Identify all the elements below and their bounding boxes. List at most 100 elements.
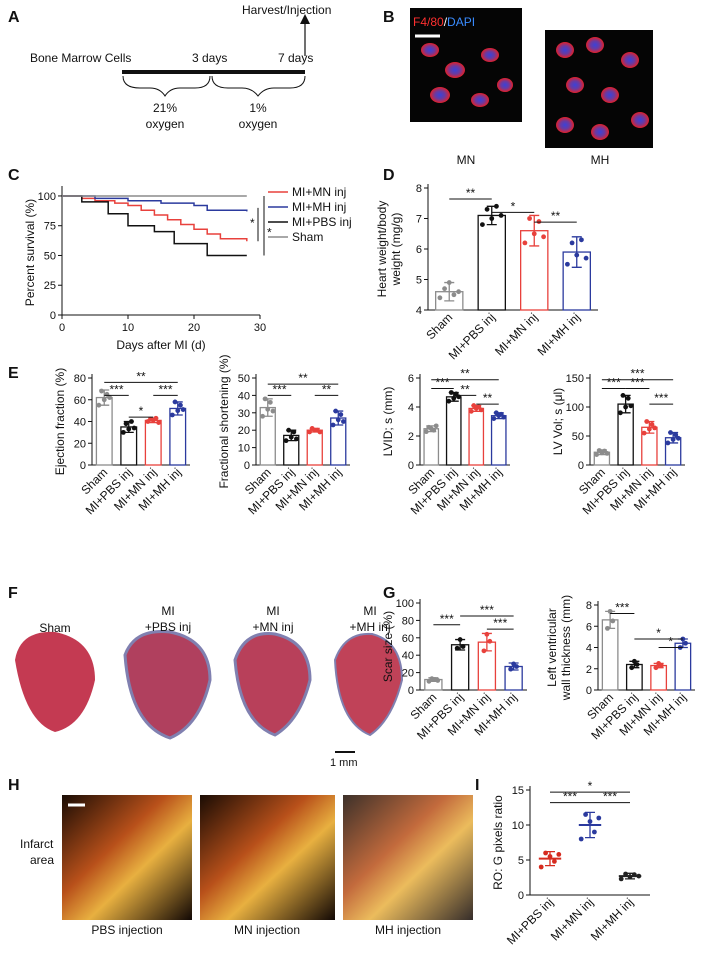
significance-label: * [588, 779, 593, 793]
x-tick-label: 10 [122, 322, 134, 334]
significance-label: *** [654, 391, 668, 405]
data-point [265, 406, 271, 412]
bar [423, 428, 440, 466]
data-point [307, 429, 312, 435]
data-point [652, 425, 657, 431]
y-axis-label: LVID; s (mm) [381, 387, 395, 457]
data-point [270, 408, 276, 414]
y-tick-label: 4 [408, 402, 414, 414]
data-point [451, 292, 457, 298]
data-point [286, 427, 292, 433]
data-point [489, 216, 495, 221]
data-point [288, 434, 294, 440]
data-point [338, 412, 344, 417]
data-point [574, 252, 580, 258]
y-tick-label: 0 [244, 460, 250, 472]
data-point [494, 203, 499, 209]
data-point [531, 231, 537, 237]
data-point [627, 874, 633, 880]
data-point [153, 415, 159, 421]
micrograph [62, 795, 192, 920]
data-point [129, 419, 134, 424]
significance-label: ** [322, 382, 332, 396]
data-point [670, 437, 676, 442]
data-point [578, 836, 584, 842]
x-axis-label: Days after MI (d) [116, 338, 205, 352]
y-tick-label: 20 [238, 425, 250, 437]
data-point [552, 859, 557, 864]
y-tick-label: 150 [566, 373, 584, 385]
data-point [267, 399, 273, 405]
data-point [498, 213, 504, 218]
y-tick-label: 10 [512, 820, 524, 832]
data-point [604, 451, 610, 456]
y-tick-label: 30 [238, 408, 250, 420]
panel-letter: H [8, 777, 20, 794]
data-point [260, 413, 265, 419]
y-tick-label: 40 [74, 417, 86, 429]
data-point [120, 429, 126, 435]
bar [674, 642, 692, 691]
data-point [649, 422, 655, 427]
micrograph [410, 8, 522, 122]
y-tick-label: 8 [586, 600, 592, 612]
legend-label: MI+MN inj [292, 185, 346, 199]
significance-label: * [668, 635, 673, 649]
data-point [491, 416, 497, 421]
significance-label: *** [630, 367, 644, 381]
bar [490, 415, 507, 466]
y-axis-label: Left ventricular [545, 608, 559, 687]
panel-letter: F [8, 585, 18, 602]
bar [650, 664, 668, 691]
significance-label: *** [272, 382, 286, 396]
bar [445, 396, 462, 466]
data-point [625, 395, 631, 401]
data-point [628, 403, 634, 409]
text: MN injection [234, 923, 300, 937]
data-point [646, 426, 652, 432]
data-point [592, 829, 597, 835]
data-point [547, 854, 553, 859]
data-point [460, 644, 466, 649]
x-tick-label: MI+MH inj [588, 895, 636, 943]
significance-label: *** [435, 375, 449, 389]
data-point [527, 216, 532, 221]
text: Bone Marrow Cells [30, 51, 131, 65]
heart-images [15, 629, 404, 740]
y-tick-label: 10 [238, 443, 250, 455]
y-axis-label: Scar size (%) [381, 611, 395, 682]
brace [122, 75, 211, 97]
stain-label: F4/80/DAPI [413, 15, 475, 29]
panel-letter: D [383, 167, 395, 184]
text: oxygen [239, 117, 278, 131]
data-point [556, 852, 562, 857]
y-tick-label: 4 [586, 643, 592, 655]
panel-letter: B [383, 9, 395, 26]
data-point [101, 397, 107, 403]
x-tick-label: MI+MH inj [535, 310, 583, 358]
x-tick-label: 0 [59, 322, 65, 334]
data-point [538, 864, 544, 870]
y-tick-label: 5 [416, 275, 422, 287]
data-point [668, 430, 673, 435]
significance-label: ** [298, 371, 308, 385]
y-tick-label: 20 [402, 668, 414, 680]
data-point [335, 417, 341, 423]
y-tick-label: 80 [74, 373, 86, 385]
data-point [623, 404, 629, 410]
panel-letter: G [383, 585, 395, 602]
data-point [333, 408, 339, 414]
data-point [673, 432, 679, 438]
text: 1 mm [330, 757, 358, 769]
data-point [653, 665, 659, 671]
data-point [341, 419, 346, 424]
data-point [175, 408, 181, 414]
data-point [610, 618, 616, 624]
bar [95, 396, 113, 466]
micrograph [343, 795, 473, 920]
data-point [605, 625, 610, 631]
y-axis-label: LV Vol; s (μl) [551, 388, 565, 455]
annotation: * [250, 216, 255, 230]
data-point [180, 407, 186, 412]
legend-label: Sham [292, 230, 323, 244]
